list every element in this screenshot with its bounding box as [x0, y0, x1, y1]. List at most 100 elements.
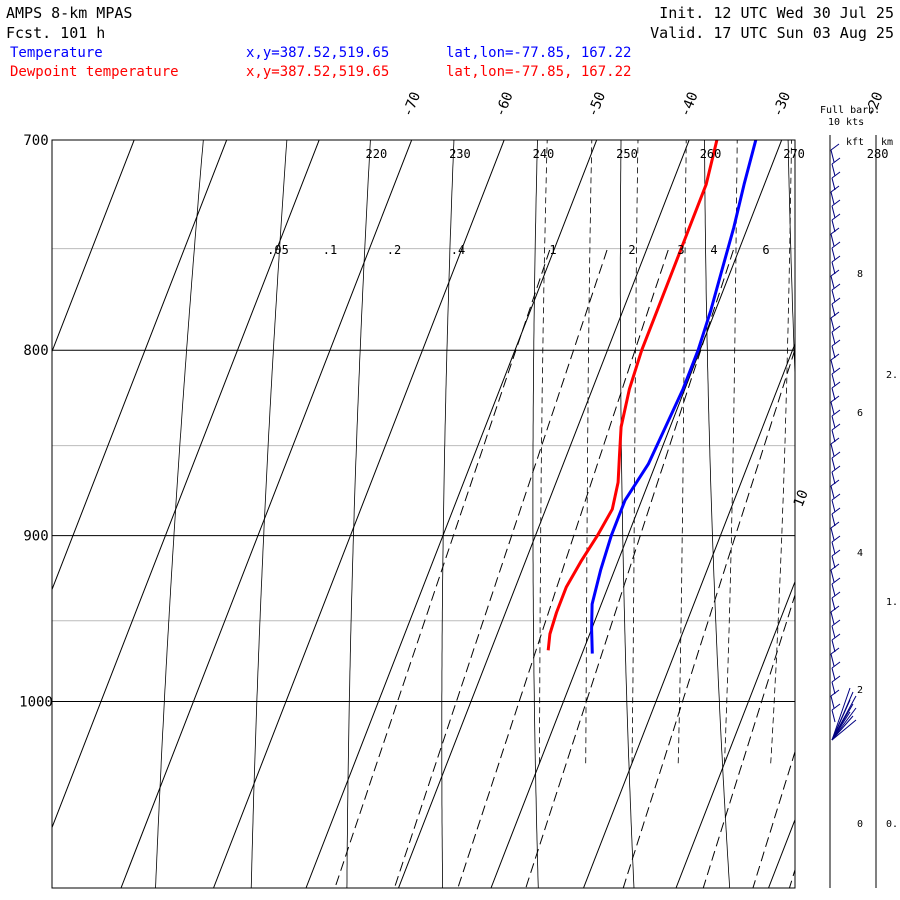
- mixing-ratio-line: [393, 249, 608, 888]
- wind-barb-panel: Full barb: 10 kts kft km 0 2 4 6 8 0. 1.…: [820, 105, 898, 888]
- isotherm-line: [768, 818, 795, 888]
- wind-barb: [831, 415, 836, 429]
- wind-barb: [831, 471, 836, 485]
- isotherm-line: [52, 140, 320, 829]
- wind-barb: [830, 647, 840, 655]
- background-grid: [52, 248, 795, 703]
- wind-barb: [831, 687, 851, 741]
- dry-adiabats: [155, 140, 795, 888]
- wind-barb: [831, 177, 836, 191]
- pressure-label: 900: [23, 529, 48, 545]
- mixing-ratio-label: 4: [710, 243, 717, 257]
- temperature-legend: Temperature: [10, 45, 103, 61]
- temperature-profile: [590, 140, 758, 654]
- init-time: Init. 12 UTC Wed 30 Jul 25: [659, 4, 894, 22]
- wind-barb: [830, 485, 835, 499]
- dry-adiabat: [346, 140, 371, 888]
- kft-tick-6: 6: [857, 408, 863, 419]
- wind-barb: [830, 317, 835, 331]
- wind-barb: [831, 513, 836, 527]
- wind-barb: [831, 499, 836, 513]
- wind-barb: [830, 353, 840, 361]
- theta-label: 250: [616, 147, 638, 161]
- sounding-profiles: [546, 140, 758, 654]
- wind-barb: [830, 185, 840, 193]
- wind-barb: [831, 247, 836, 261]
- theta-label: 240: [533, 147, 555, 161]
- temperature-tick-label: 10: [791, 488, 812, 510]
- wind-barb: [831, 535, 841, 543]
- wind-barb: [831, 303, 836, 317]
- wind-barb: [831, 715, 854, 741]
- wind-barb: [831, 331, 836, 345]
- km-tick-2: 2.: [886, 370, 898, 381]
- mixing-ratio-line: [840, 250, 900, 898]
- isotherm-line: [861, 0, 900, 888]
- wind-barb: [830, 275, 835, 289]
- isotherm-line: [398, 140, 690, 888]
- wind-barb: [831, 373, 836, 387]
- temperature-tick-label: -40: [677, 90, 701, 119]
- wind-barb: [830, 311, 840, 319]
- wind-barb: [830, 437, 840, 445]
- wind-barb: [831, 507, 841, 515]
- kft-tick-2: 2: [857, 685, 863, 696]
- mixing-ratio-line: [457, 249, 669, 888]
- dry-adiabat: [704, 140, 731, 888]
- kft-tick-4: 4: [857, 548, 863, 559]
- wind-barb: [831, 639, 836, 653]
- temperature-tick-label: -50: [585, 90, 609, 119]
- wind-barb: [831, 541, 836, 555]
- wind-barb: [831, 709, 836, 723]
- wind-barb: [831, 597, 836, 611]
- wind-barb: [831, 493, 841, 501]
- wind-barb: [831, 255, 841, 263]
- mixing-ratio-label: .4: [451, 243, 465, 257]
- isotherm-line: [583, 342, 795, 888]
- wind-barb: [830, 233, 835, 247]
- mixing-ratio-line: [622, 347, 795, 888]
- wind-barb: [831, 591, 841, 599]
- pressure-label: 1000: [19, 695, 53, 711]
- km-tick-0: 0.: [886, 819, 898, 830]
- theta-label: 220: [366, 147, 388, 161]
- wind-barb: [830, 191, 835, 205]
- wind-barb: [831, 289, 836, 303]
- wind-barb: [830, 143, 840, 151]
- kft-tick-0: 0: [857, 819, 863, 830]
- wind-barb: [830, 527, 835, 541]
- wind-barb: [830, 563, 840, 571]
- km-axis-label: km: [881, 137, 893, 148]
- wind-barb: [831, 219, 836, 233]
- theta-label: 270: [783, 147, 805, 161]
- valid-time: Valid. 17 UTC Sun 03 Aug 25: [650, 24, 894, 42]
- mixing-ratio-label: .05: [267, 243, 289, 257]
- mixing-ratio-lines: [334, 249, 900, 898]
- plot-frame: [51, 139, 796, 889]
- km-tick-1: 1.: [886, 597, 898, 608]
- wind-barb: [831, 325, 841, 333]
- temperature-tick-label: -30: [770, 90, 794, 119]
- moist-adiabat: [539, 140, 548, 764]
- wind-barb: [831, 465, 841, 473]
- theta-label: 260: [700, 147, 722, 161]
- mixing-ratio-line: [702, 593, 795, 888]
- wind-barb: [831, 423, 841, 431]
- theta-label: 230: [449, 147, 471, 161]
- dry-adiabat: [532, 140, 539, 888]
- mixing-ratio-label: .1: [323, 243, 337, 257]
- wind-barb: [830, 695, 835, 709]
- isotherm-line: [305, 140, 598, 888]
- theta-label: 280: [867, 147, 889, 161]
- moist-adiabats: [539, 140, 792, 764]
- moist-adiabat: [631, 140, 639, 764]
- axis-labels: 7008009001000-70-60-50-40-30-20-10010220…: [19, 90, 889, 711]
- temperature-tick-label: -70: [400, 90, 424, 119]
- isotherm-line: [213, 140, 505, 888]
- wind-barb: [831, 719, 857, 741]
- wind-barb: [831, 367, 841, 375]
- wind-barb: [830, 443, 835, 457]
- wind-barb: [830, 401, 835, 415]
